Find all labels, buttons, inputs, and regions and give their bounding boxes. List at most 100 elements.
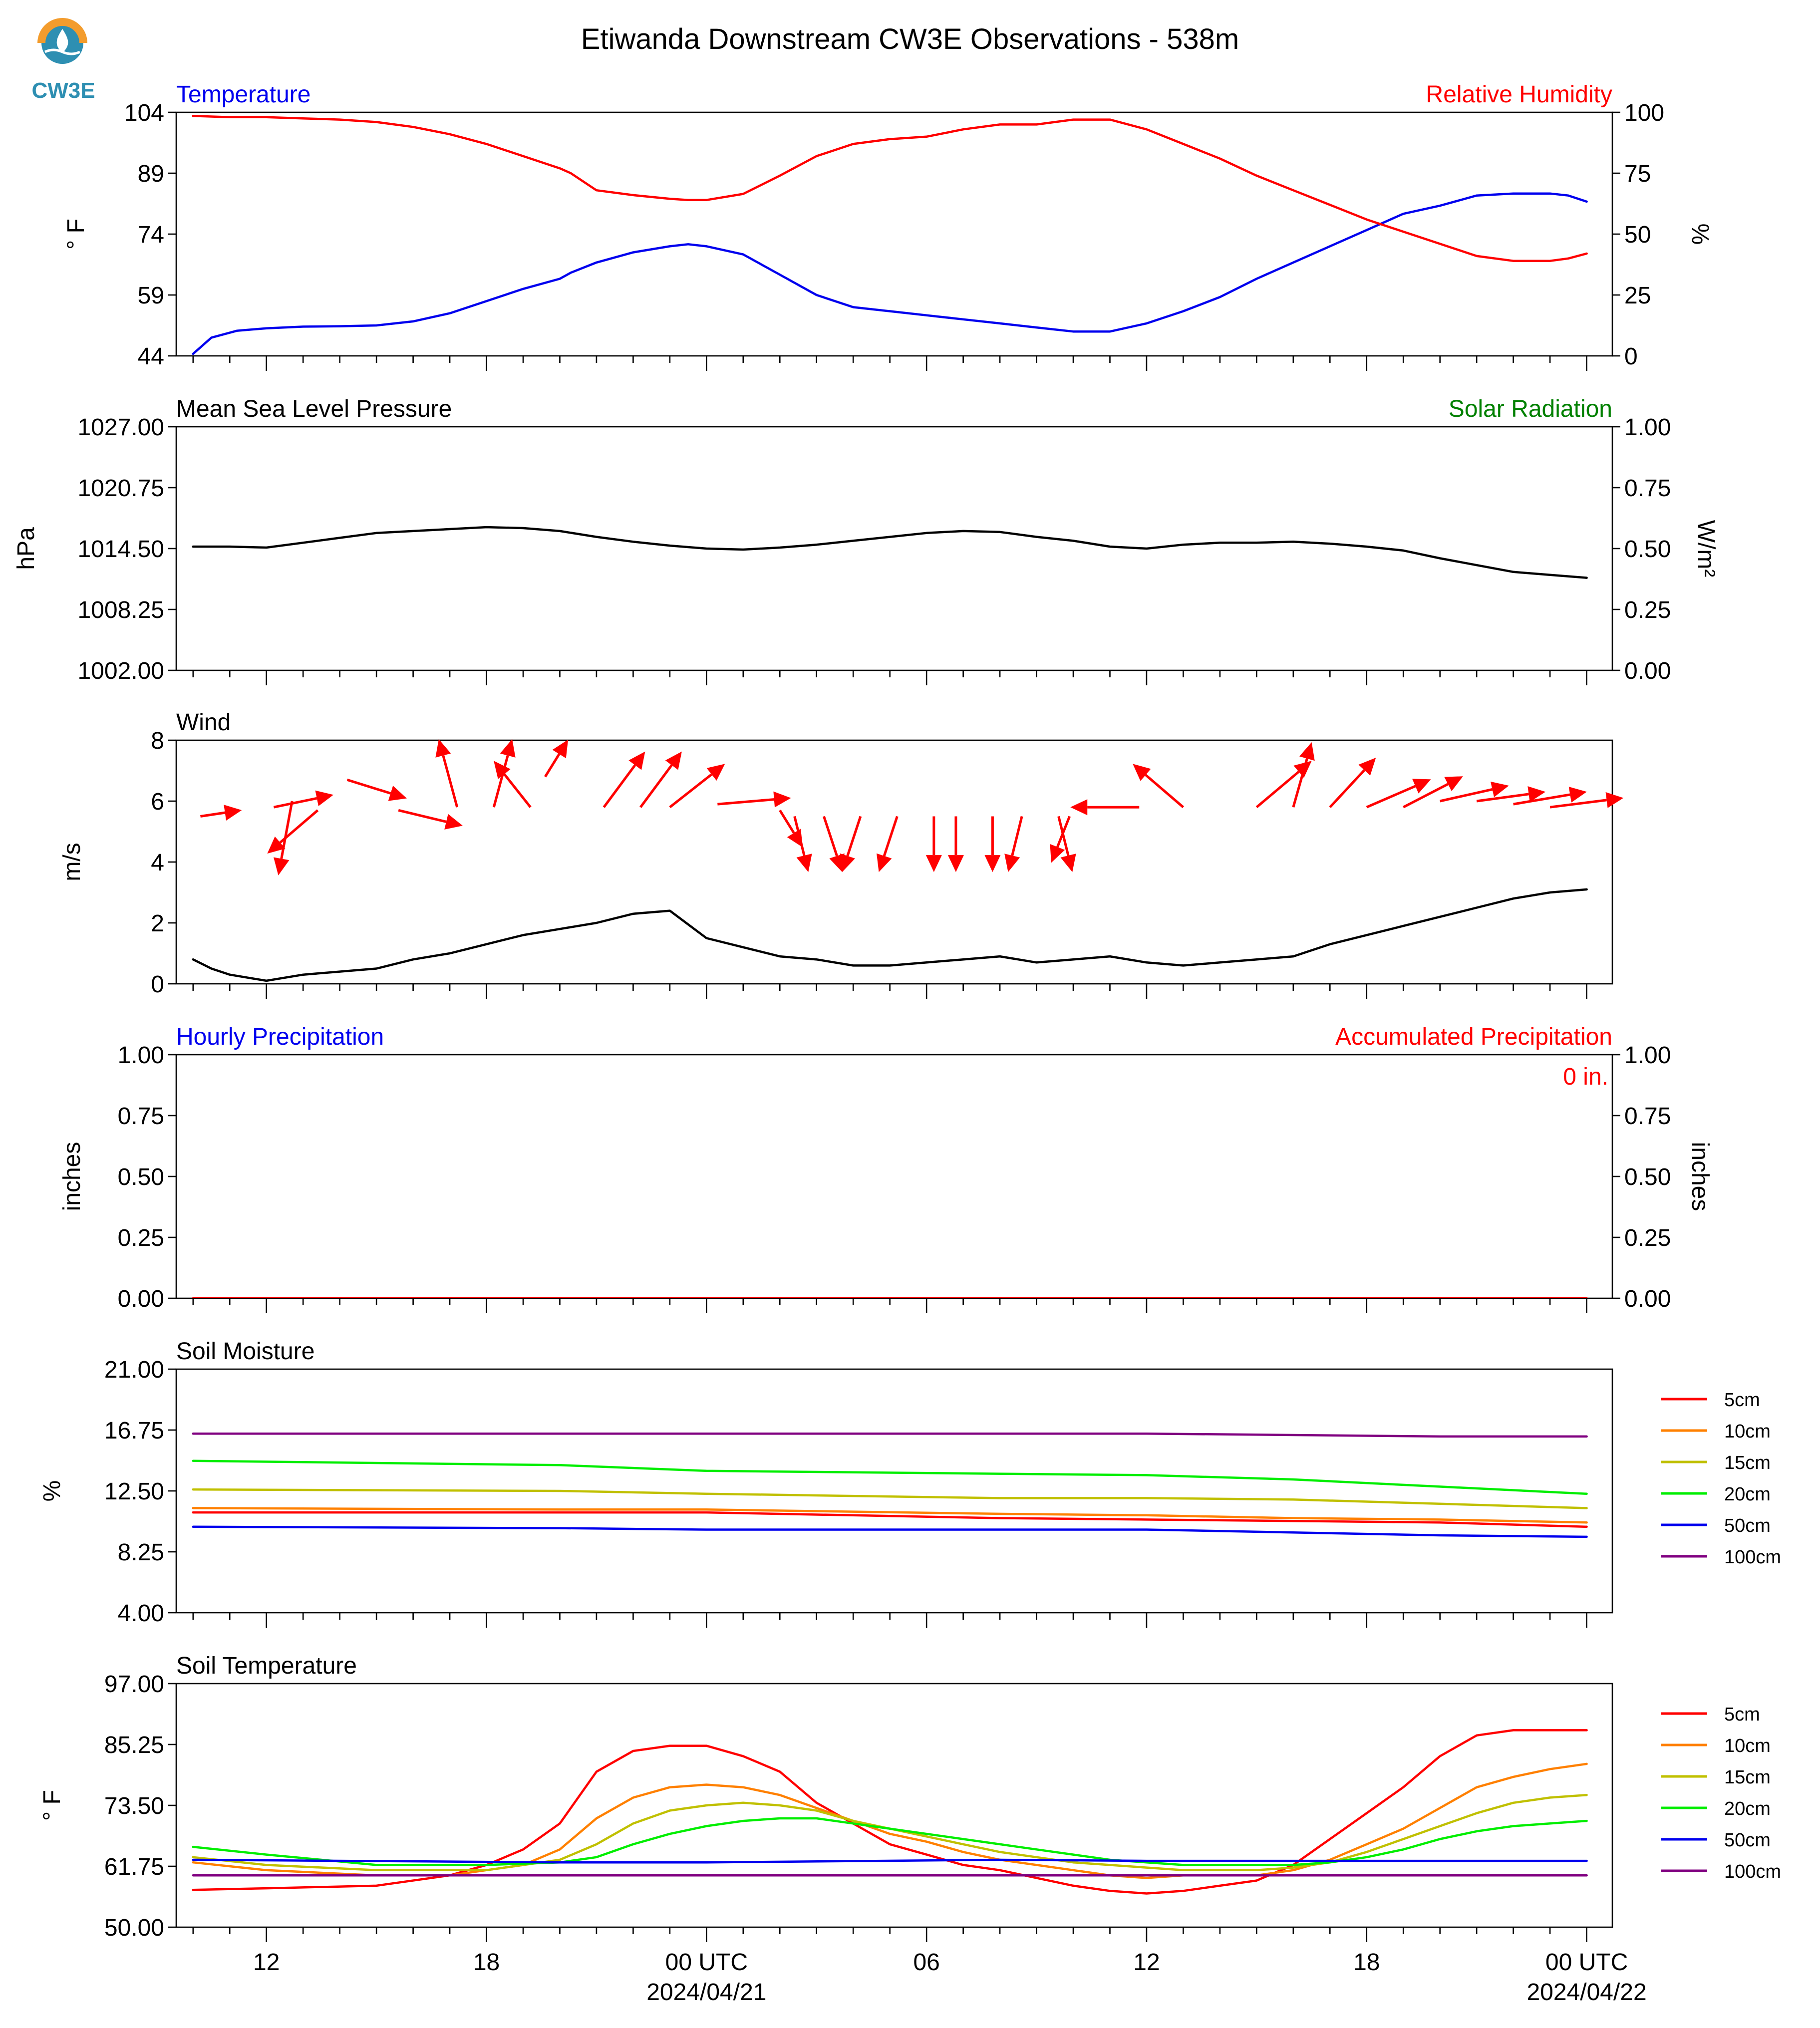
- y-tick-label: 0: [151, 971, 164, 998]
- y-tick-label-right: 0: [1624, 343, 1638, 370]
- panel-temp_rh: Temperature Relative Humidity 104 89 74 59 44 1…: [63, 81, 1713, 371]
- y-tick-label: 1002.00: [77, 658, 164, 684]
- y-tick-label: 2: [151, 910, 164, 937]
- legend: 5cm 10cm 15cm 20cm 50cm 100cm: [1661, 1390, 1781, 1568]
- panel-soil_temperature: Soil Temperature 97.00 85.25 73.50 61.75 50.0…: [39, 1653, 1781, 1942]
- y-tick-label: 12.50: [104, 1478, 164, 1505]
- wind-arrow: [947, 816, 964, 872]
- series-line-50cm: [192, 1525, 1588, 1538]
- panel-title-left: Mean Sea Level Pressure: [176, 396, 452, 422]
- wind-arrow: [793, 816, 812, 872]
- y-tick-label: 1014.50: [77, 536, 164, 563]
- y-tick-label: 8.25: [118, 1539, 164, 1566]
- y-tick-label: 4: [151, 850, 164, 876]
- wind-arrow: [1440, 781, 1509, 803]
- legend-label: 5cm: [1724, 1704, 1760, 1725]
- y-tick-label-right: 50: [1624, 222, 1651, 248]
- wind-arrow: [1070, 799, 1140, 816]
- y-tick-label: 61.75: [104, 1854, 164, 1880]
- wind-arrow: [1050, 816, 1071, 863]
- logo-drop-icon: [56, 29, 68, 53]
- legend-label: 5cm: [1724, 1390, 1760, 1411]
- y-tick-label-right: 0.25: [1624, 1225, 1671, 1251]
- plot-area: [192, 115, 1588, 355]
- series-line-10cm: [192, 1507, 1588, 1524]
- y-axis-label: %: [39, 1480, 65, 1502]
- legend-label: 10cm: [1724, 1421, 1771, 1442]
- y-tick-label: 0.50: [118, 1164, 164, 1190]
- wind-arrow: [1549, 792, 1624, 809]
- wind-arrow: [398, 809, 463, 830]
- series-line: [192, 888, 1588, 982]
- series-line-50cm: [192, 1858, 1588, 1864]
- legend-label: 15cm: [1724, 1452, 1771, 1473]
- chart-title: Etiwanda Downstream CW3E Observations - …: [581, 23, 1239, 55]
- y-tick-label: 1020.75: [77, 475, 164, 502]
- wind-arrow: [1292, 742, 1315, 808]
- y-tick-label-right: 0.75: [1624, 475, 1671, 502]
- cw3e-logo: CW3E: [31, 18, 95, 103]
- legend-label: 100cm: [1724, 1547, 1781, 1568]
- y-tick-label: 6: [151, 789, 164, 815]
- legend-item: 15cm: [1661, 1452, 1771, 1473]
- y-tick-label: 50.00: [104, 1915, 164, 1941]
- wind-arrow: [717, 791, 791, 808]
- y-tick-label: 0.00: [118, 1286, 164, 1312]
- legend-label: 100cm: [1724, 1861, 1781, 1882]
- legend-item: 20cm: [1661, 1798, 1771, 1819]
- legend-item: 15cm: [1661, 1767, 1771, 1788]
- panel-title-left: Temperature: [176, 81, 310, 108]
- y-axis-label-right: inches: [1687, 1142, 1713, 1211]
- series-line-15cm: [192, 1488, 1588, 1509]
- series-line: [192, 115, 1588, 262]
- y-tick-label: 0.25: [118, 1225, 164, 1251]
- wind-arrow: [346, 778, 407, 801]
- panel-title-left: Soil Temperature: [176, 1653, 357, 1679]
- x-tick-label: 00 UTC: [1545, 1949, 1628, 1976]
- wind-arrow: [1057, 816, 1076, 872]
- panel-soil_moisture: Soil Moisture 21.00 16.75 12.50 8.25 4.00% 5cm…: [39, 1338, 1781, 1628]
- wind-arrow: [1133, 764, 1185, 809]
- y-tick-label: 1.00: [118, 1042, 164, 1069]
- legend-item: 10cm: [1661, 1736, 1771, 1756]
- panels: Temperature Relative Humidity 104 89 74 59 44 1…: [13, 81, 1781, 1942]
- logo-sun-arc: [37, 18, 87, 43]
- y-tick-label: 0.75: [118, 1103, 164, 1130]
- wind-arrow: [669, 764, 725, 809]
- series-line-100cm: [192, 1432, 1588, 1438]
- y-tick-label: 21.00: [104, 1357, 164, 1383]
- wind-arrow: [494, 761, 532, 808]
- y-tick-label-right: 0.75: [1624, 1103, 1671, 1130]
- y-tick-label: 85.25: [104, 1732, 164, 1758]
- wind-arrow: [1004, 816, 1023, 872]
- y-axis-label: ° F: [63, 219, 89, 250]
- series-line-5cm: [192, 1511, 1588, 1528]
- x-date-label: 2024/04/21: [646, 1979, 766, 2006]
- plot-area: [192, 1432, 1588, 1538]
- y-axis-label: hPa: [13, 527, 39, 570]
- wind-arrow: [639, 751, 682, 808]
- time-axis: 12 18 00 UTC 06 12 18 00 UTC 2024/04/21 2024/04/…: [253, 1949, 1647, 2006]
- y-tick-label-right: 1.00: [1624, 1042, 1671, 1069]
- wind-arrow: [435, 739, 459, 808]
- legend-label: 20cm: [1724, 1798, 1771, 1819]
- legend-item: 20cm: [1661, 1484, 1771, 1505]
- y-tick-label: 59: [138, 283, 164, 309]
- wind-arrow: [1329, 758, 1376, 808]
- x-tick-label: 06: [913, 1949, 939, 1976]
- accumulated-total-label: 0 in.: [1563, 1064, 1608, 1090]
- legend-item: 5cm: [1661, 1390, 1760, 1411]
- wind-arrow: [603, 751, 645, 808]
- legend-label: 20cm: [1724, 1484, 1771, 1505]
- legend-item: 50cm: [1661, 1515, 1771, 1536]
- y-tick-label: 1008.25: [77, 597, 164, 623]
- wind-arrow: [840, 816, 862, 872]
- y-tick-label-right: 0.25: [1624, 597, 1671, 623]
- plot-area: [192, 526, 1588, 579]
- wind-arrow: [492, 739, 516, 808]
- wind-arrow: [267, 809, 319, 854]
- y-tick-label: 4.00: [118, 1600, 164, 1627]
- y-tick-label: 89: [138, 161, 164, 187]
- series-line-20cm: [192, 1459, 1588, 1495]
